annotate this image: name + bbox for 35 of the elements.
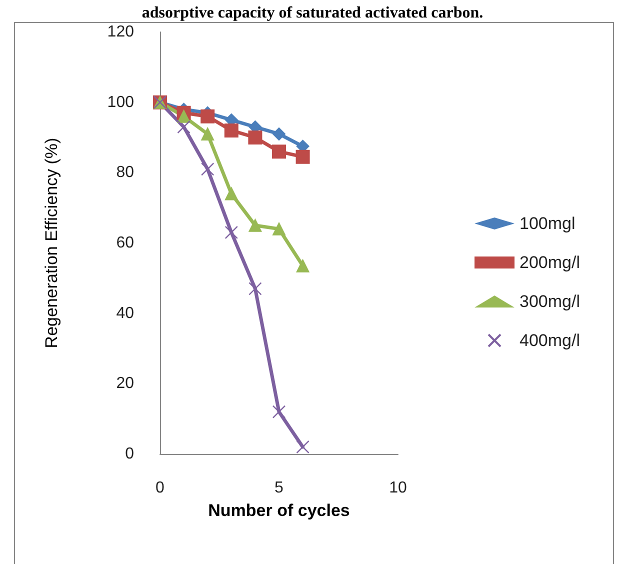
y-tick-label: 80: [116, 164, 134, 182]
legend-label: 300mg/l: [520, 292, 580, 311]
legend-label: 200mg/l: [520, 253, 580, 272]
point: [296, 259, 310, 272]
point: [296, 440, 310, 454]
x-tick-label: 10: [389, 480, 407, 496]
point: [272, 144, 286, 159]
legend-label: 100mgl: [520, 214, 576, 233]
point: [177, 110, 190, 123]
y-tick-label: 40: [116, 304, 134, 322]
point: [201, 127, 214, 140]
point: [248, 282, 262, 296]
legend-label: 400mg/l: [520, 331, 580, 350]
y-tick-label: 60: [116, 234, 134, 252]
y-tick-label: 100: [107, 94, 134, 111]
point: [296, 150, 310, 164]
y-tick-label: 120: [107, 24, 134, 40]
point: [224, 226, 238, 240]
point: [248, 130, 262, 144]
point: [177, 120, 190, 134]
point: [272, 405, 286, 418]
x-tick-label: 5: [274, 480, 284, 496]
y-axis-title: Regeneration Efficiency (%): [42, 138, 61, 348]
chart-title: adsorptive capacity of saturated activated carbon.: [142, 4, 484, 22]
point: [200, 109, 215, 124]
point: [201, 162, 214, 176]
x-tick-label: 0: [156, 480, 165, 496]
point: [224, 187, 238, 200]
x-axis-title: Number of cycles: [208, 501, 350, 520]
point: [224, 123, 238, 138]
y-tick-label: 20: [116, 375, 134, 392]
point: [248, 218, 262, 232]
y-tick-label: 0: [125, 446, 134, 462]
point: [272, 127, 286, 140]
point: [272, 222, 286, 236]
